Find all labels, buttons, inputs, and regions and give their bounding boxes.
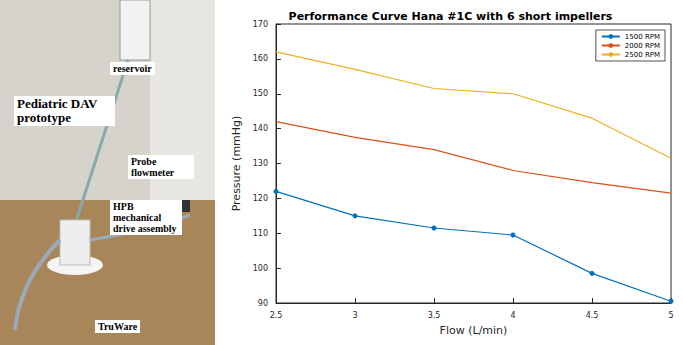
html-text:reservoir: reservoir: [113, 63, 152, 74]
html-text:Probe flowmeter: Probe flowmeter: [131, 156, 175, 178]
svg-text:150: 150: [253, 89, 268, 98]
svg-text:110: 110: [253, 229, 268, 238]
svg-text:Performance Curve Hana #1C wit: Performance Curve Hana #1C with 6 short …: [289, 10, 613, 23]
svg-text:3: 3: [352, 311, 357, 320]
svg-text:2500 RPM: 2500 RPM: [625, 51, 660, 59]
svg-text:Pressure (mmHg): Pressure (mmHg): [230, 116, 243, 212]
svg-text:100: 100: [253, 264, 268, 273]
svg-text:5: 5: [668, 311, 673, 320]
svg-text:1500 RPM: 1500 RPM: [625, 33, 660, 41]
svg-text:4.5: 4.5: [586, 311, 599, 320]
svg-text:120: 120: [253, 194, 268, 203]
svg-text:170: 170: [253, 20, 268, 29]
html-text:Pediatric DAV prototype: Pediatric DAV prototype: [17, 96, 98, 125]
svg-text:90: 90: [258, 299, 268, 308]
svg-text:130: 130: [253, 159, 268, 168]
svg-text:140: 140: [253, 124, 268, 133]
svg-text:2.5: 2.5: [270, 311, 283, 320]
html-text:TruWare: TruWare: [98, 321, 138, 332]
svg-text:3.5: 3.5: [428, 311, 441, 320]
svg-text:4: 4: [510, 311, 515, 320]
html-text:HPB mechanical drive assembly: HPB mechanical drive assembly: [113, 201, 177, 234]
svg-text:160: 160: [253, 54, 268, 63]
svg-text:2000 RPM: 2000 RPM: [625, 42, 660, 50]
svg-text:Flow (L/min): Flow (L/min): [440, 324, 508, 337]
